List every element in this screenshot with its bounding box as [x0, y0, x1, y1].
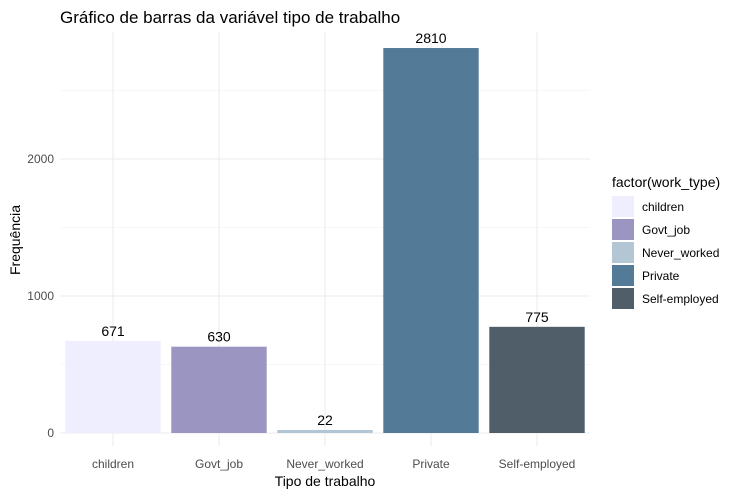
x-tick-label: Private — [412, 457, 450, 471]
x-tick-label: Govt_job — [195, 457, 243, 471]
legend-title: factor(work_type) — [612, 174, 720, 190]
bars — [65, 48, 585, 433]
bar-value-label: 630 — [207, 329, 231, 345]
legend: factor(work_type) children Govt_job Never_… — [612, 174, 720, 309]
legend-label: Govt_job — [642, 223, 690, 237]
y-axis-title: Frequência — [7, 205, 23, 275]
bar-value-label: 2810 — [415, 30, 446, 46]
x-axis-title: Tipo de trabalho — [275, 473, 376, 489]
bar-value-label: 775 — [525, 309, 549, 325]
legend-label: Never_worked — [642, 246, 719, 260]
legend-key-never_worked — [612, 242, 634, 263]
x-tick-label: Never_worked — [286, 457, 363, 471]
bar-labels: 671 630 22 2810 775 — [101, 30, 549, 428]
legend-key-children — [612, 196, 634, 217]
legend-label: children — [642, 200, 684, 214]
legend-key-govt_job — [612, 219, 634, 240]
bar-self-employed — [489, 326, 585, 433]
chart-title: Gráfico de barras da variável tipo de tr… — [60, 8, 400, 27]
y-axis-ticks: 0 1000 2000 — [27, 152, 54, 440]
y-tick-label: 0 — [47, 426, 54, 440]
bar-private — [383, 48, 479, 433]
bar-never_worked — [277, 429, 373, 433]
x-tick-label: children — [92, 457, 134, 471]
x-axis-ticks: children Govt_job Never_worked Private Self-… — [92, 457, 575, 471]
legend-key-private — [612, 265, 634, 286]
bar-value-label: 671 — [101, 323, 125, 339]
legend-key-self-employed — [612, 288, 634, 309]
bar-govt_job — [171, 346, 267, 433]
bar-children — [65, 341, 161, 433]
y-tick-label: 2000 — [27, 152, 54, 166]
bar-value-label: 22 — [317, 412, 333, 428]
y-tick-label: 1000 — [27, 289, 54, 303]
x-tick-label: Self-employed — [499, 457, 576, 471]
legend-label: Private — [642, 269, 680, 283]
legend-label: Self-employed — [642, 292, 719, 306]
